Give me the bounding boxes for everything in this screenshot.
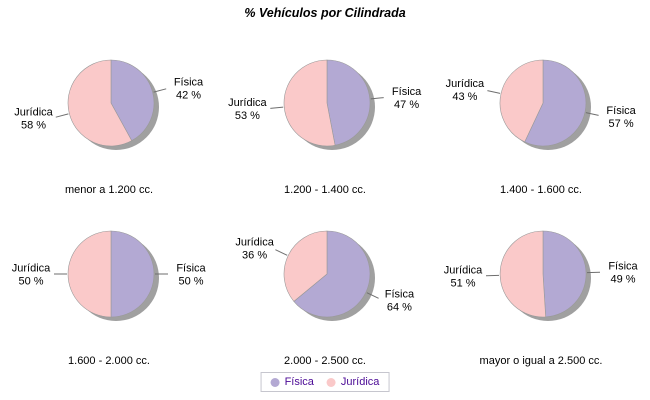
pie-slice-fisica bbox=[110, 230, 155, 318]
pie-panel: Física 50 % Jurídica 50 % 1.600 - 2.000 cc. bbox=[1, 199, 217, 370]
callout-value-fisica: 57 % bbox=[609, 118, 634, 130]
pie-slice-juridica bbox=[283, 59, 336, 147]
callout-line-fisica bbox=[370, 97, 384, 100]
callout-value-fisica: 50 % bbox=[178, 276, 203, 288]
category-label: 1.200 - 1.400 cc. bbox=[284, 184, 366, 196]
callout-name-juridica: Jurídica bbox=[235, 237, 274, 249]
pie-slice-fisica bbox=[524, 59, 587, 147]
category-label: 1.600 - 2.000 cc. bbox=[68, 355, 150, 367]
callout-value-juridica: 43 % bbox=[452, 91, 477, 103]
callout-name-fisica: Física bbox=[392, 86, 422, 98]
callout-value-juridica: 50 % bbox=[18, 276, 43, 288]
callout-name-juridica: Jurídica bbox=[228, 97, 267, 109]
callout-value-fisica: 42 % bbox=[176, 89, 201, 101]
callout-name-fisica: Física bbox=[174, 76, 204, 88]
pie-slice-juridica bbox=[67, 59, 133, 147]
legend-label-fisica: Física bbox=[284, 376, 314, 388]
callout-name-juridica: Jurídica bbox=[446, 78, 485, 90]
legend-item-juridica: Jurídica bbox=[326, 376, 380, 388]
category-label: 1.400 - 1.600 cc. bbox=[500, 184, 582, 196]
pie-slice-fisica bbox=[326, 59, 371, 146]
pie-panel: Física 49 % Jurídica 51 % mayor o igual a 2.… bbox=[433, 199, 649, 370]
pie-slice-juridica bbox=[283, 230, 328, 302]
callout-line-juridica bbox=[487, 90, 501, 94]
callout-line-juridica bbox=[55, 113, 69, 118]
pie-slice-juridica bbox=[67, 230, 112, 318]
pie-slice-fisica bbox=[110, 59, 155, 142]
category-label: menor a 1.200 cc. bbox=[64, 184, 154, 196]
callout-name-juridica: Jurídica bbox=[12, 263, 51, 275]
pie-grid: Física 42 % Jurídica 58 % menor a 1.200 cc. F… bbox=[1, 28, 649, 370]
callout-name-fisica: Física bbox=[608, 261, 638, 273]
category-label: mayor o igual a 2.500 cc. bbox=[479, 355, 603, 367]
callout-value-juridica: 53 % bbox=[235, 110, 260, 122]
legend-marker-juridica-icon bbox=[326, 377, 336, 387]
callout-value-juridica: 36 % bbox=[242, 250, 267, 262]
callout-value-fisica: 49 % bbox=[610, 274, 635, 286]
pie-panel: Física 47 % Jurídica 53 % 1.200 - 1.400 cc. bbox=[217, 28, 433, 199]
pie-slice-juridica bbox=[499, 230, 547, 318]
callout-line-juridica bbox=[270, 106, 284, 109]
pie-panel: Física 57 % Jurídica 43 % 1.400 - 1.600 cc. bbox=[433, 28, 649, 199]
legend-label-juridica: Jurídica bbox=[340, 376, 380, 388]
callout-line-juridica bbox=[275, 249, 288, 256]
callout-value-juridica: 51 % bbox=[450, 277, 475, 289]
pie-slice-fisica bbox=[542, 230, 587, 318]
callout-name-juridica: Jurídica bbox=[14, 107, 53, 119]
callout-value-fisica: 64 % bbox=[387, 302, 412, 314]
legend-item-fisica: Física bbox=[270, 376, 314, 388]
pie-panel: Física 64 % Jurídica 36 % 2.000 - 2.500 cc. bbox=[217, 199, 433, 370]
category-label: 2.000 - 2.500 cc. bbox=[284, 355, 366, 367]
callout-name-fisica: Física bbox=[606, 105, 636, 117]
pie-panel: Física 42 % Jurídica 58 % menor a 1.200 cc. bbox=[1, 28, 217, 199]
callout-line-fisica bbox=[585, 112, 599, 116]
callout-line-fisica bbox=[153, 88, 167, 93]
legend: Física Jurídica bbox=[260, 372, 390, 392]
callout-value-juridica: 58 % bbox=[21, 120, 46, 132]
callout-value-fisica: 47 % bbox=[394, 99, 419, 111]
callout-line-fisica bbox=[366, 292, 379, 299]
callout-name-juridica: Jurídica bbox=[444, 264, 483, 276]
legend-marker-fisica-icon bbox=[270, 377, 280, 387]
pie-slice-juridica bbox=[499, 59, 544, 143]
pie-slice-fisica bbox=[293, 230, 371, 318]
callout-name-fisica: Física bbox=[385, 289, 415, 301]
chart-title: % Vehículos por Cilindrada bbox=[244, 6, 406, 20]
callout-name-fisica: Física bbox=[176, 263, 206, 275]
